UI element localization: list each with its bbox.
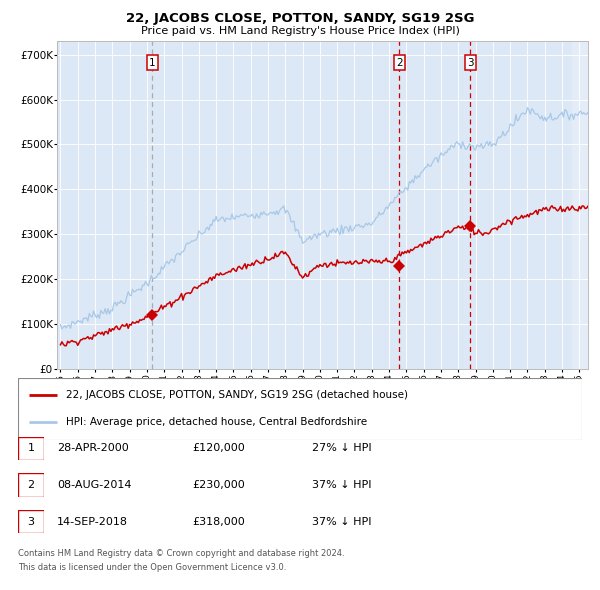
- Text: 37% ↓ HPI: 37% ↓ HPI: [312, 517, 371, 526]
- Text: Price paid vs. HM Land Registry's House Price Index (HPI): Price paid vs. HM Land Registry's House …: [140, 27, 460, 36]
- Text: 08-AUG-2014: 08-AUG-2014: [57, 480, 131, 490]
- Text: 22, JACOBS CLOSE, POTTON, SANDY, SG19 2SG (detached house): 22, JACOBS CLOSE, POTTON, SANDY, SG19 2S…: [66, 390, 408, 400]
- FancyBboxPatch shape: [18, 378, 582, 440]
- Text: 2: 2: [396, 58, 403, 68]
- Text: 37% ↓ HPI: 37% ↓ HPI: [312, 480, 371, 490]
- Polygon shape: [572, 41, 588, 369]
- Text: 2: 2: [28, 480, 34, 490]
- Text: Contains HM Land Registry data © Crown copyright and database right 2024.: Contains HM Land Registry data © Crown c…: [18, 549, 344, 558]
- Text: £120,000: £120,000: [192, 444, 245, 453]
- FancyBboxPatch shape: [18, 437, 44, 460]
- FancyBboxPatch shape: [18, 510, 44, 533]
- Text: £230,000: £230,000: [192, 480, 245, 490]
- Text: 3: 3: [28, 517, 34, 526]
- Text: HPI: Average price, detached house, Central Bedfordshire: HPI: Average price, detached house, Cent…: [66, 417, 367, 427]
- Text: £318,000: £318,000: [192, 517, 245, 526]
- Text: 22, JACOBS CLOSE, POTTON, SANDY, SG19 2SG: 22, JACOBS CLOSE, POTTON, SANDY, SG19 2S…: [126, 12, 474, 25]
- Text: 27% ↓ HPI: 27% ↓ HPI: [312, 444, 371, 453]
- Text: 3: 3: [467, 58, 473, 68]
- Text: This data is licensed under the Open Government Licence v3.0.: This data is licensed under the Open Gov…: [18, 563, 286, 572]
- Text: 14-SEP-2018: 14-SEP-2018: [57, 517, 128, 526]
- Text: 1: 1: [28, 444, 34, 453]
- Text: 28-APR-2000: 28-APR-2000: [57, 444, 129, 453]
- FancyBboxPatch shape: [18, 473, 44, 497]
- Text: 1: 1: [149, 58, 156, 68]
